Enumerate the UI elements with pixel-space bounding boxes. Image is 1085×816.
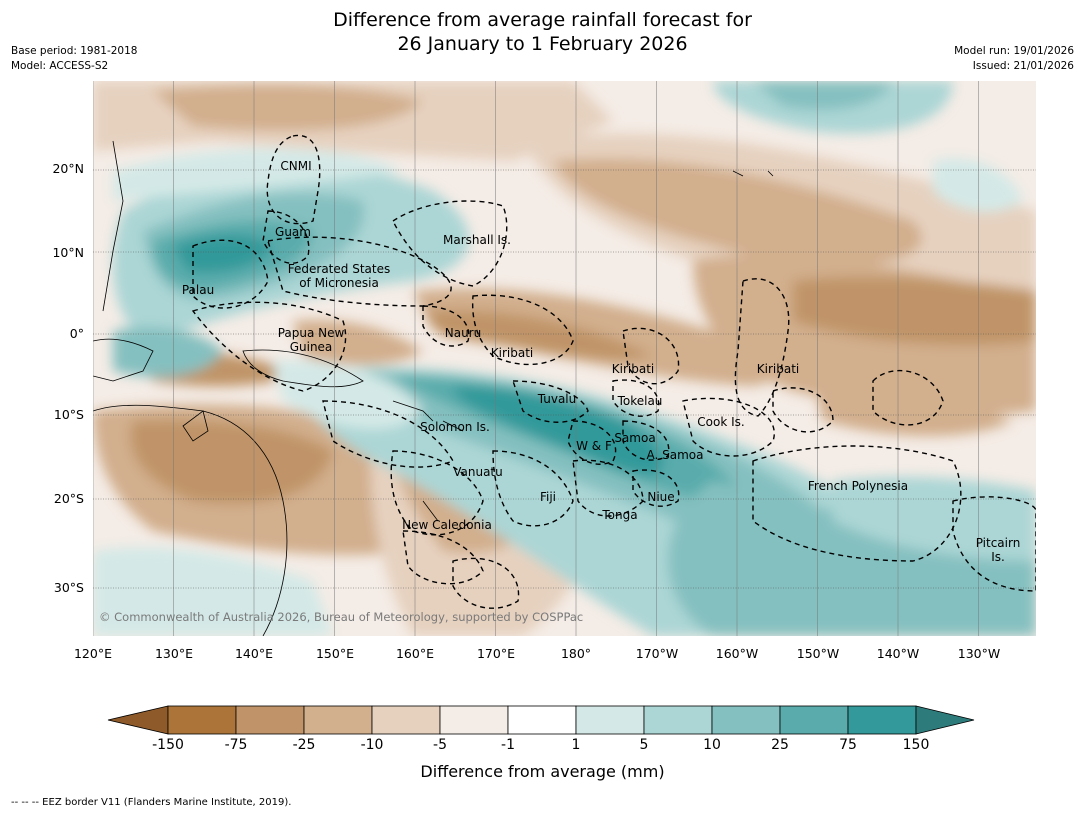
region-label: Kiribati — [612, 362, 654, 376]
latitude-label: 30°S — [53, 580, 84, 595]
region-label: Nauru — [445, 326, 481, 340]
colorbar-tick: 1 — [571, 737, 581, 753]
colorbar-segment — [779, 705, 849, 735]
region-label: Cook Is. — [697, 415, 744, 429]
colorbar-tick: -150 — [152, 737, 184, 753]
colorbar-segment — [371, 705, 441, 735]
region-label: A. Samoa — [647, 448, 704, 462]
base-period: Base period: 1981-2018 — [11, 45, 138, 57]
copyright-notice: © Commonwealth of Australia 2026, Bureau… — [99, 610, 583, 624]
colorbar-segment — [507, 705, 577, 735]
latitude-label: 20°S — [53, 491, 84, 506]
region-label: Fiji — [540, 490, 556, 504]
colorbar-segment — [575, 705, 645, 735]
region-label: W & F — [576, 439, 612, 453]
longitude-label: 130°E — [154, 646, 193, 661]
region-label: Tuvalu — [537, 392, 577, 406]
region-label: Kiribati — [491, 346, 533, 360]
region-label: Guinea — [290, 340, 333, 354]
colorbar-segment — [235, 705, 305, 735]
model-run: Model run: 19/01/2026 — [954, 45, 1074, 57]
region-label: Tokelau — [617, 394, 663, 408]
region-label: Samoa — [614, 431, 655, 445]
colorbar-segment — [847, 705, 917, 735]
latitude-lines — [93, 169, 1036, 589]
coastlines — [93, 140, 774, 636]
region-label: Marshall Is. — [443, 233, 511, 247]
model-run-info: Model run: 19/01/2026 Issued: 21/01/2026 — [954, 44, 1074, 74]
eez-borders — [191, 134, 1036, 609]
longitude-label: 180° — [560, 646, 592, 661]
colorbar-tick: 75 — [839, 737, 857, 753]
longitude-label: 140°E — [234, 646, 273, 661]
longitude-label: 160°E — [395, 646, 434, 661]
colorbar-tick: 25 — [771, 737, 789, 753]
region-label: Niue — [647, 490, 674, 504]
colorbar-tick: -5 — [433, 737, 447, 753]
colorbar-segment — [303, 705, 373, 735]
latitude-label: 20°N — [52, 161, 84, 176]
colorbar — [107, 705, 975, 735]
region-label: of Micronesia — [299, 276, 379, 290]
colorbar-segment — [711, 705, 781, 735]
region-label: Papua New — [278, 326, 345, 340]
latitude-label: 0° — [69, 326, 84, 341]
region-label: Kiribati — [757, 362, 799, 376]
base-period-info: Base period: 1981-2018 Model: ACCESS-S2 — [11, 44, 137, 74]
rainfall-map: CNMI Guam Marshall Is. Federated States … — [93, 81, 1036, 636]
longitude-label: 130°W — [957, 646, 1001, 661]
colorbar-tick: -1 — [501, 737, 515, 753]
region-label: New Caledonia — [402, 518, 492, 532]
longitude-label: 150°E — [315, 646, 354, 661]
colorbar-tick: 150 — [902, 737, 930, 753]
longitude-label: 140°W — [876, 646, 920, 661]
region-label: Federated States — [288, 262, 390, 276]
latitude-label: 10°N — [52, 245, 84, 260]
issued-date: Issued: 21/01/2026 — [972, 60, 1074, 72]
longitude-label: 160°W — [715, 646, 759, 661]
region-label: French Polynesia — [808, 479, 908, 493]
colorbar-segment — [439, 705, 509, 735]
colorbar-tick: -10 — [360, 737, 384, 753]
colorbar-arrow-left — [107, 705, 169, 735]
graticule — [93, 81, 979, 636]
title-line-1: Difference from average rainfall forecas… — [333, 9, 752, 31]
region-labels: CNMI Guam Marshall Is. Federated States … — [182, 159, 1020, 564]
region-label: Palau — [182, 283, 214, 297]
region-label: Pitcairn — [976, 536, 1021, 550]
region-label: Solomon Is. — [420, 420, 490, 434]
colorbar-segment — [167, 705, 237, 735]
chart-title: Difference from average rainfall forecas… — [0, 8, 1085, 56]
longitude-label: 170°W — [635, 646, 679, 661]
region-label: Tonga — [601, 508, 637, 522]
region-label: Is. — [991, 550, 1005, 564]
region-label: CNMI — [280, 159, 311, 173]
model-name: Model: ACCESS-S2 — [11, 60, 109, 72]
region-label: Vanuatu — [453, 465, 503, 479]
colorbar-tick: 5 — [639, 737, 649, 753]
colorbar-arrow-right — [915, 705, 975, 735]
colorbar-tick: 10 — [703, 737, 721, 753]
longitude-label: 170°E — [476, 646, 515, 661]
region-label: Guam — [275, 225, 311, 239]
rainfall-field — [93, 81, 1036, 636]
eez-footnote: -- -- -- EEZ border V11 (Flanders Marine… — [11, 797, 292, 808]
title-line-2: 26 January to 1 February 2026 — [397, 33, 688, 55]
longitude-label: 150°W — [796, 646, 840, 661]
colorbar-tick: -75 — [224, 737, 248, 753]
longitude-label: 120°E — [73, 646, 112, 661]
colorbar-label: Difference from average (mm) — [420, 762, 665, 781]
colorbar-tick: -25 — [292, 737, 316, 753]
colorbar-segment — [643, 705, 713, 735]
latitude-label: 10°S — [53, 407, 84, 422]
